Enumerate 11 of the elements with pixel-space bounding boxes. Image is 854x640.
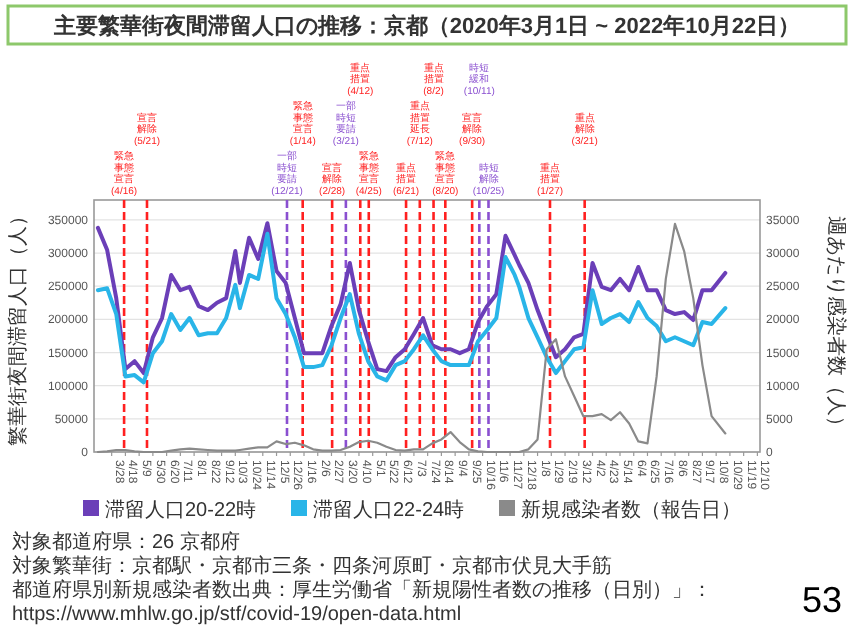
text: 対象繁華街：京都駅・京都市三条・四条河原町・京都市伏見大手筋 — [12, 556, 614, 579]
text: 都道府県別新規感染者数出典：厚生労働省「新規陽性者数の推移（日別）」：https://www.mhlw.go.jp/stf/covid-19/open-data.html — [12, 580, 714, 628]
line-series — [96, 222, 727, 454]
chart-title: 主要繁華街夜間滞留人口の推移：京都（2020年3月1日 ~ 2022年10月22日） — [51, 13, 801, 39]
legend-label: 新規感染者数（報告日） — [521, 498, 741, 522]
legend-label: 滞留人口20-22時 — [105, 498, 257, 522]
legend-label: 滞留人口22-24時 — [313, 498, 465, 522]
text: 対象都道府県：26 京都府 — [12, 532, 242, 555]
y2-axis-title: 週あたり感染者数（人） — [824, 216, 848, 436]
text: 53 — [801, 580, 842, 622]
y-axis-title: 繁華街夜間滞留人口（人） — [6, 206, 30, 446]
